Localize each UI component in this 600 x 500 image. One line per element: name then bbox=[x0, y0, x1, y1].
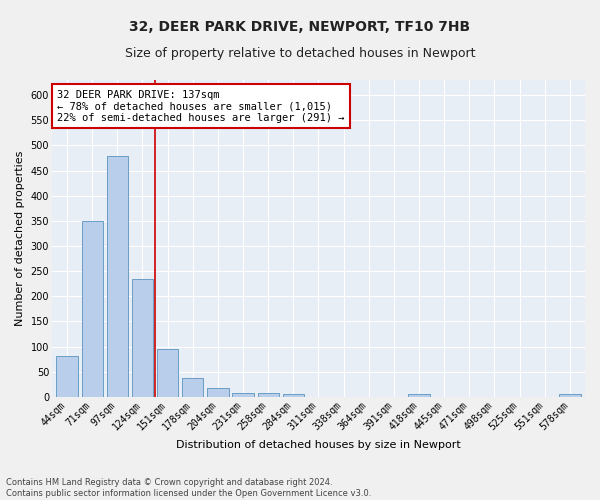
Bar bbox=[56, 356, 78, 397]
Text: 32 DEER PARK DRIVE: 137sqm
← 78% of detached houses are smaller (1,015)
22% of s: 32 DEER PARK DRIVE: 137sqm ← 78% of deta… bbox=[57, 90, 345, 122]
Bar bbox=[182, 378, 203, 397]
Text: Contains HM Land Registry data © Crown copyright and database right 2024.
Contai: Contains HM Land Registry data © Crown c… bbox=[6, 478, 371, 498]
X-axis label: Distribution of detached houses by size in Newport: Distribution of detached houses by size … bbox=[176, 440, 461, 450]
Y-axis label: Number of detached properties: Number of detached properties bbox=[15, 151, 25, 326]
Bar bbox=[132, 279, 153, 397]
Bar bbox=[559, 394, 581, 397]
Bar bbox=[409, 394, 430, 397]
Bar bbox=[283, 394, 304, 397]
Bar bbox=[107, 156, 128, 397]
Text: 32, DEER PARK DRIVE, NEWPORT, TF10 7HB: 32, DEER PARK DRIVE, NEWPORT, TF10 7HB bbox=[130, 20, 470, 34]
Bar bbox=[82, 221, 103, 397]
Bar bbox=[157, 349, 178, 397]
Bar bbox=[207, 388, 229, 397]
Text: Size of property relative to detached houses in Newport: Size of property relative to detached ho… bbox=[125, 48, 475, 60]
Bar bbox=[232, 393, 254, 397]
Bar bbox=[257, 393, 279, 397]
